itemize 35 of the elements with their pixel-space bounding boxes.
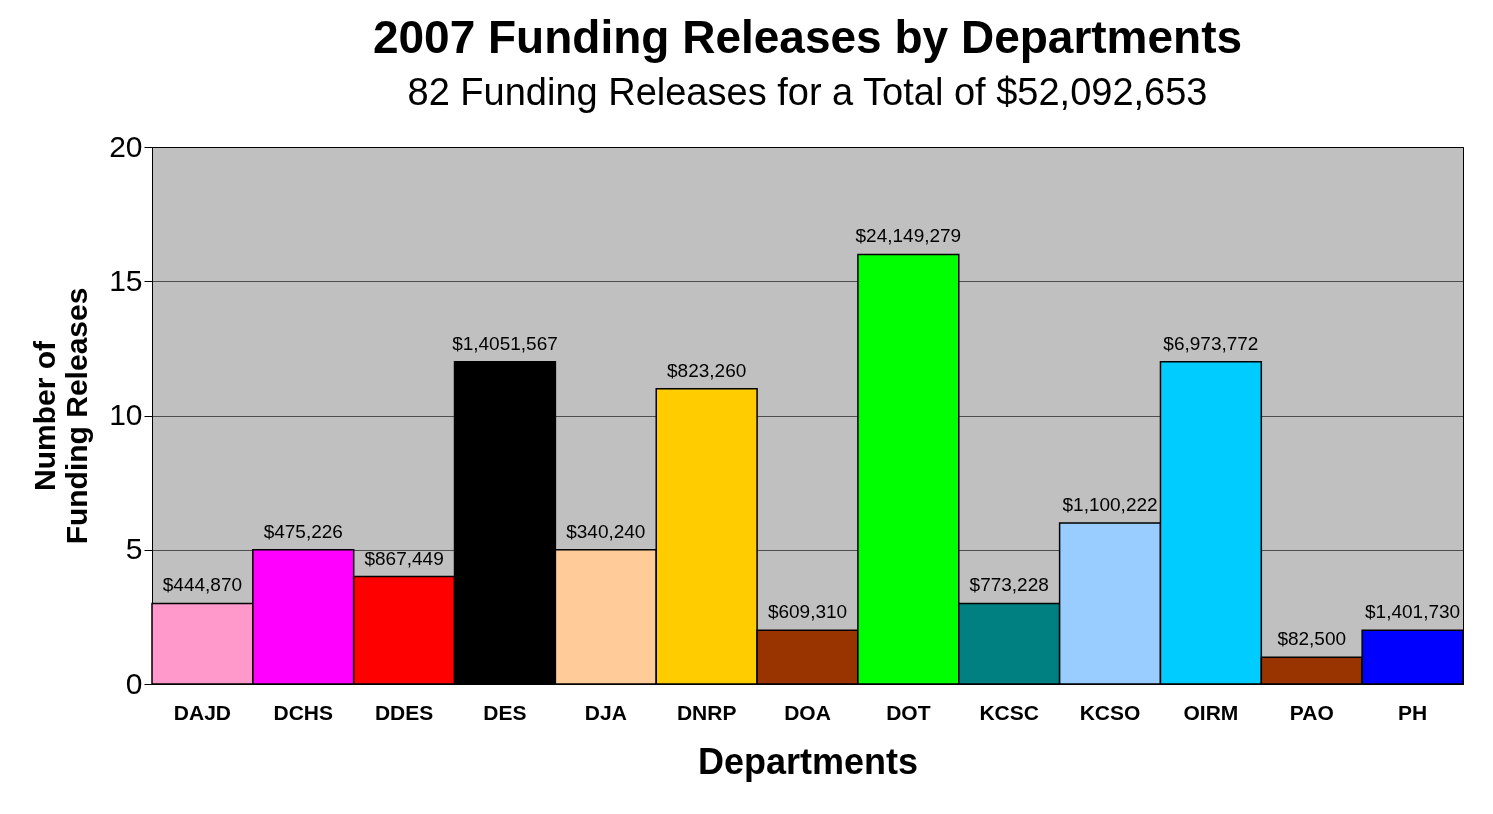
annotation: $773,228 (969, 574, 1049, 596)
y-tick-label: 10 (109, 398, 143, 431)
x-tick-label: DES (483, 700, 527, 724)
x-tick-label: KCSC (979, 700, 1039, 724)
y-axis-title: Number of Funding Releases (28, 287, 94, 545)
x-tick-label: DNRP (676, 700, 737, 724)
x-tick-label: DAJD (173, 700, 232, 724)
x-axis-title: Departments (697, 740, 919, 782)
annotation: $1,401,730 (1365, 601, 1461, 623)
chart-title: 2007 Funding Releases by Departments (372, 11, 1243, 63)
y-tick-label: 15 (109, 263, 143, 297)
x-tick-label: OIRM (1183, 700, 1239, 724)
annotation: $82,500 (1277, 628, 1347, 650)
annotation: $6,973,772 (1163, 332, 1259, 354)
annotation: $444,870 (162, 574, 243, 596)
annotation: $475,226 (263, 520, 343, 542)
annotation: $1,100,222 (1062, 493, 1158, 515)
x-tick-label: DCHS (273, 700, 334, 724)
annotation: $823,260 (667, 359, 747, 381)
x-tick-label: DOT (886, 700, 931, 724)
y-tick-label: 5 (125, 532, 143, 566)
annotation: $340,240 (566, 520, 646, 542)
x-tick-label: DDES (374, 700, 434, 724)
chart-subtitle: 82 Funding Releases for a Total of $52,092,653 (407, 71, 1208, 113)
annotation: $24,149,279 (855, 225, 962, 247)
annotation: $867,449 (364, 547, 444, 569)
x-tick-label: DOA (784, 700, 831, 724)
y-tick-label: 0 (125, 666, 143, 700)
annotation: $1,4051,567 (452, 332, 558, 354)
x-tick-label: PAO (1289, 700, 1334, 724)
y-tick-label: 20 (109, 129, 143, 163)
annotation: $609,310 (767, 601, 848, 623)
x-tick-label: PH (1397, 700, 1428, 724)
x-tick-label: DJA (584, 700, 627, 724)
x-tick-label: KCSO (1079, 700, 1141, 724)
